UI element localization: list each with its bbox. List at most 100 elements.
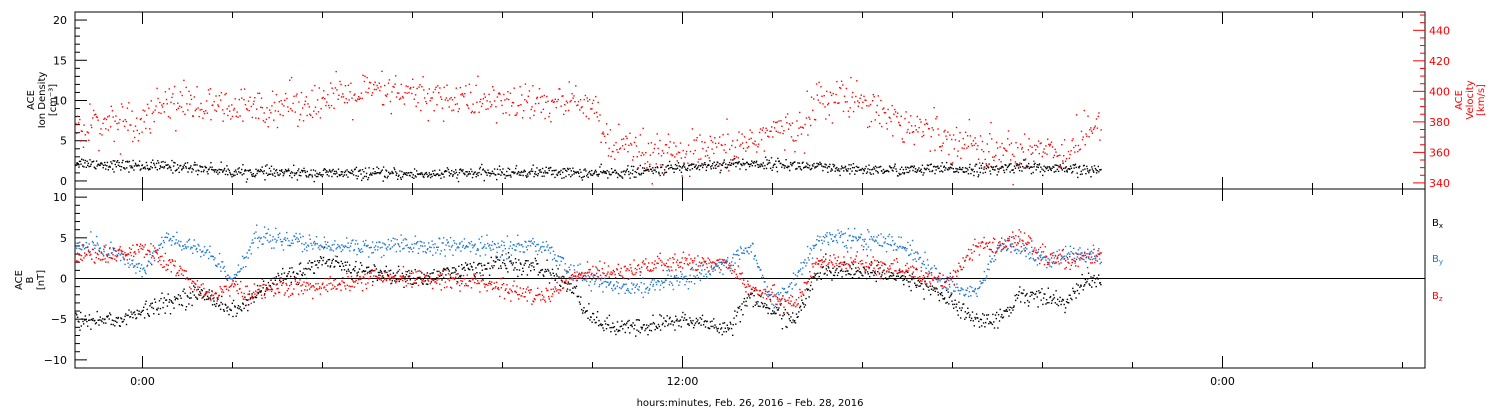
velocity-point xyxy=(330,104,333,107)
density-point xyxy=(828,166,831,168)
velocity-point xyxy=(395,96,398,98)
velocity-point xyxy=(488,93,490,96)
velocity-point xyxy=(1001,142,1003,145)
density-point xyxy=(226,165,228,167)
bx-point xyxy=(557,268,559,270)
bx-point xyxy=(1091,286,1093,288)
by-point xyxy=(174,242,177,244)
velocity-point xyxy=(1100,129,1102,131)
density-point xyxy=(438,169,441,171)
density-point xyxy=(109,166,111,168)
bx-point xyxy=(681,316,683,318)
velocity-point xyxy=(660,164,662,166)
velocity-point xyxy=(170,101,172,103)
bx-point xyxy=(403,286,405,288)
density-point xyxy=(115,166,117,168)
velocity-point xyxy=(708,157,710,159)
velocity-point xyxy=(464,93,466,95)
density-point xyxy=(1091,166,1093,168)
by-point xyxy=(791,288,793,290)
by-point xyxy=(737,249,739,251)
density-point xyxy=(145,161,148,164)
density-point xyxy=(679,166,682,168)
density-point xyxy=(602,170,605,172)
density-point xyxy=(1053,166,1055,168)
velocity-point xyxy=(961,147,963,149)
velocity-point xyxy=(560,105,562,107)
by-point xyxy=(629,277,631,280)
density-point xyxy=(524,170,526,173)
density-point xyxy=(496,178,498,181)
bx-point xyxy=(1084,284,1086,286)
velocity-point xyxy=(901,138,903,140)
by-point xyxy=(213,259,215,261)
velocity-point xyxy=(1003,147,1005,149)
bx-point xyxy=(154,301,157,303)
velocity-point xyxy=(518,104,520,107)
bx-point xyxy=(290,275,292,278)
velocity-point xyxy=(241,97,243,99)
velocity-point xyxy=(786,113,789,115)
by-point xyxy=(535,250,537,252)
density-point xyxy=(531,168,533,170)
velocity-point xyxy=(172,93,174,95)
velocity-point xyxy=(823,95,825,97)
bx-point xyxy=(441,279,443,281)
by-point xyxy=(845,244,847,247)
density-point xyxy=(247,169,249,172)
density-point xyxy=(270,170,272,172)
density-point xyxy=(400,178,402,180)
velocity-point xyxy=(887,108,889,111)
velocity-point xyxy=(759,128,762,130)
by-point xyxy=(363,244,365,247)
velocity-point xyxy=(526,101,529,104)
bx-point xyxy=(649,329,651,331)
density-point xyxy=(176,168,178,171)
density-point xyxy=(202,170,205,173)
density-point xyxy=(708,164,710,166)
density-point xyxy=(1036,164,1039,166)
density-point xyxy=(745,168,747,171)
velocity-point xyxy=(113,140,115,143)
density-point xyxy=(962,167,964,169)
density-point xyxy=(427,175,430,177)
density-point xyxy=(462,169,464,171)
by-point xyxy=(356,253,358,256)
density-point xyxy=(198,170,200,172)
density-point xyxy=(195,170,197,172)
density-point xyxy=(260,170,263,172)
density-point xyxy=(164,161,166,163)
density-point xyxy=(1100,168,1102,171)
by-point xyxy=(802,261,805,264)
velocity-point xyxy=(754,140,756,142)
velocity-point xyxy=(105,118,108,121)
density-point xyxy=(245,169,247,172)
density-point xyxy=(973,171,975,173)
bx-point xyxy=(594,322,596,324)
density-point xyxy=(967,169,969,171)
bx-point xyxy=(762,306,764,308)
density-point xyxy=(849,168,852,170)
velocity-point xyxy=(903,141,905,143)
velocity-point xyxy=(842,84,844,86)
velocity-point xyxy=(959,131,961,134)
bx-point xyxy=(230,309,232,312)
bx-point xyxy=(911,278,913,281)
bx-point xyxy=(742,314,744,316)
density-point xyxy=(1093,171,1095,173)
by-point xyxy=(837,229,839,231)
by-point xyxy=(858,236,860,238)
density-point xyxy=(1085,173,1087,175)
density-point xyxy=(1061,169,1063,171)
by-point xyxy=(408,251,410,253)
bx-point xyxy=(969,314,971,316)
by-point xyxy=(436,246,438,248)
velocity-point xyxy=(971,145,973,147)
bx-point xyxy=(788,313,790,316)
velocity-point xyxy=(449,98,451,100)
velocity-point xyxy=(179,91,182,93)
by-point xyxy=(494,243,496,246)
velocity-point xyxy=(293,95,295,98)
velocity-point xyxy=(712,141,714,143)
velocity-point xyxy=(140,117,142,120)
